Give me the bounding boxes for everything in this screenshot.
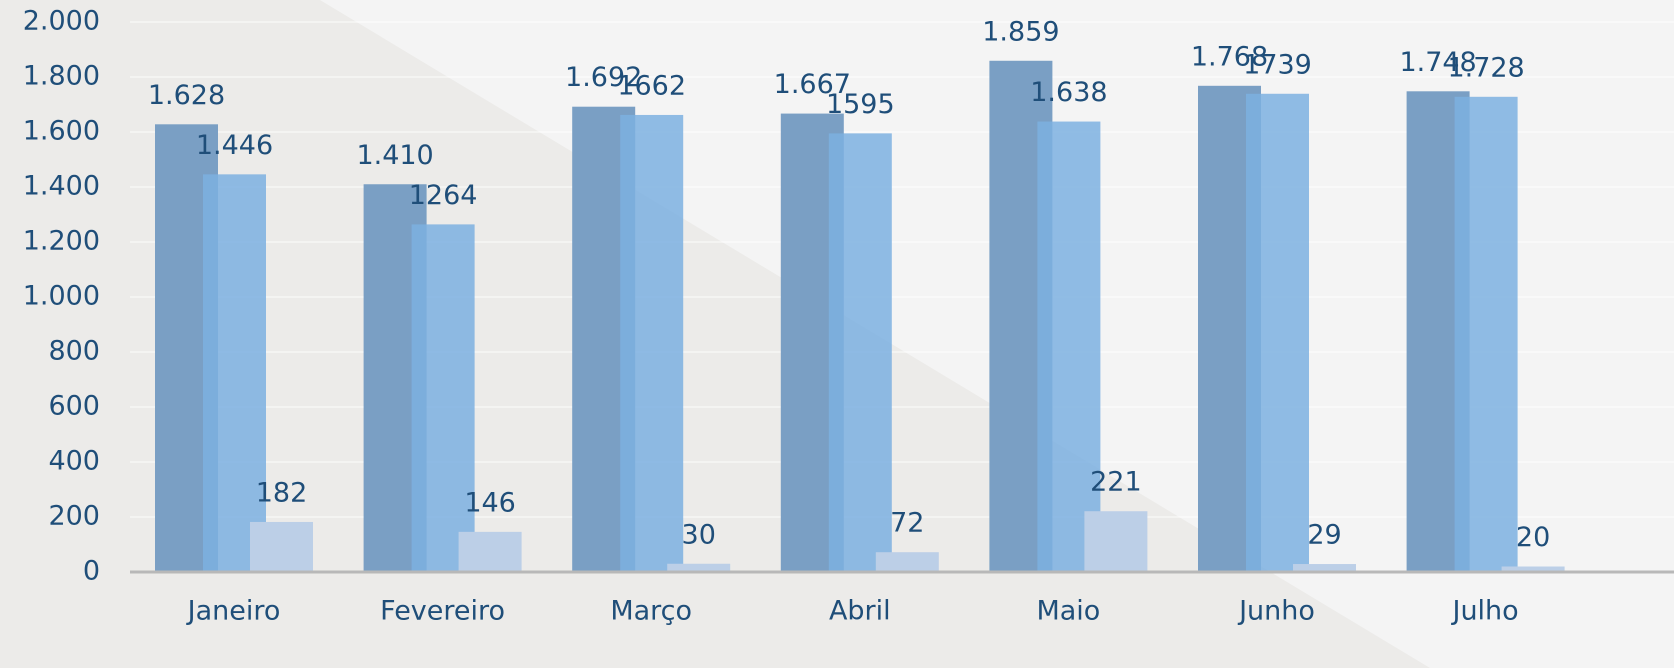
data-label: 1.859 — [982, 16, 1059, 47]
data-label: 221 — [1090, 467, 1142, 498]
data-label: 1.628 — [148, 80, 225, 111]
data-label: 1.410 — [356, 140, 433, 171]
bar — [1454, 96, 1518, 573]
x-tick-label: Maio — [1036, 596, 1100, 627]
y-tick-label: 800 — [48, 336, 100, 367]
x-tick-label: Junho — [1237, 596, 1315, 627]
y-tick-label: 1.800 — [23, 61, 100, 92]
x-tick-label: Fevereiro — [380, 596, 505, 627]
data-label: 1.667 — [774, 69, 851, 100]
bar — [411, 224, 475, 572]
data-label: 30 — [682, 519, 716, 550]
bar — [1246, 93, 1309, 573]
y-tick-label: 200 — [48, 501, 100, 532]
bar — [1037, 121, 1101, 573]
data-label: 1.692 — [565, 62, 642, 93]
data-label: 146 — [464, 487, 516, 518]
bar — [458, 531, 522, 572]
data-label: 1.446 — [196, 130, 273, 161]
bar — [1501, 566, 1565, 572]
x-tick-label: Abril — [829, 596, 891, 627]
data-label: 1.728 — [1447, 52, 1524, 83]
bar — [1084, 511, 1148, 572]
data-label: 29 — [1307, 520, 1341, 551]
y-tick-label: 1.000 — [23, 281, 100, 312]
x-tick-label: Janeiro — [186, 596, 281, 627]
x-tick-label: Março — [610, 596, 692, 627]
data-label: 1739 — [1243, 49, 1312, 80]
bar — [1293, 564, 1356, 572]
y-tick-label: 1.400 — [23, 171, 100, 202]
bar — [828, 133, 892, 572]
bar — [620, 114, 684, 572]
y-tick-label: 2.000 — [23, 6, 100, 37]
data-label: 72 — [890, 508, 924, 539]
data-label: 20 — [1516, 522, 1550, 553]
x-tick-label: Julho — [1450, 596, 1518, 627]
data-label: 182 — [256, 477, 308, 508]
data-label: 1.768 — [1191, 41, 1268, 72]
data-label: 1264 — [409, 180, 478, 211]
y-tick-label: 1.200 — [23, 226, 100, 257]
data-label: 1662 — [617, 70, 686, 101]
data-label: 1.638 — [1030, 77, 1107, 108]
data-label: 1595 — [826, 89, 895, 120]
bar — [667, 563, 731, 572]
y-tick-label: 600 — [48, 391, 100, 422]
y-tick-label: 0 — [83, 556, 100, 587]
data-label: 1.748 — [1399, 47, 1476, 78]
bar — [875, 552, 939, 572]
y-tick-label: 1.600 — [23, 116, 100, 147]
y-tick-label: 400 — [48, 446, 100, 477]
bar — [250, 521, 313, 572]
bar — [203, 174, 266, 572]
